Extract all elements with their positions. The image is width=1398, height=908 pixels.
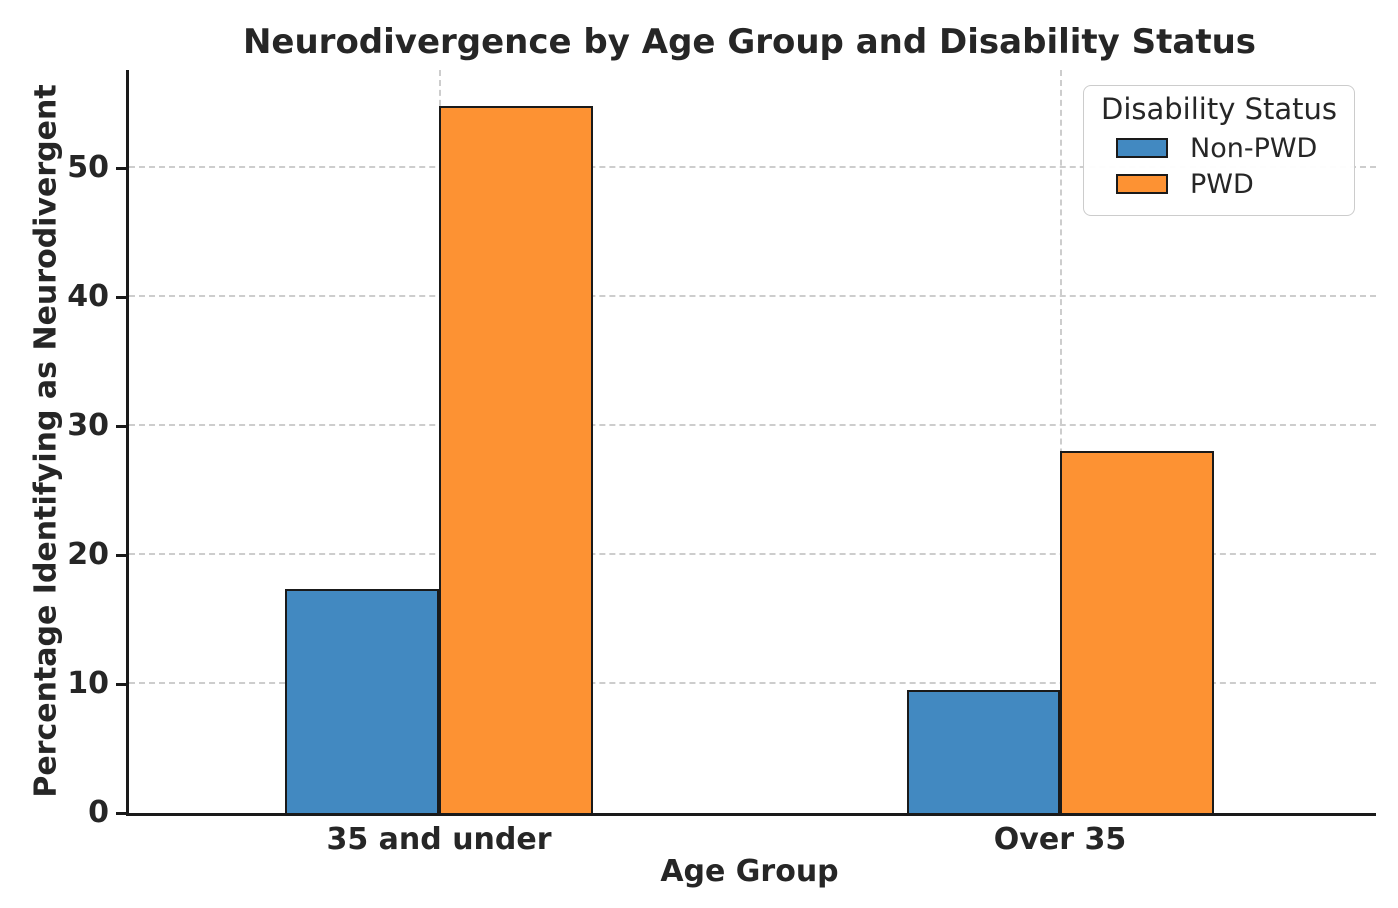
horizontal-gridline bbox=[129, 295, 1376, 298]
horizontal-gridline bbox=[129, 424, 1376, 427]
legend-item-non-pwd: Non-PWD bbox=[1116, 132, 1344, 164]
y-tick-mark bbox=[116, 682, 126, 686]
legend-swatch-pwd bbox=[1116, 174, 1168, 194]
legend-items: Non-PWD PWD bbox=[1094, 132, 1344, 200]
bar-non-pwd-2 bbox=[906, 690, 1060, 813]
y-tick-label: 10 bbox=[67, 666, 109, 702]
x-axis-label: Age Group bbox=[660, 854, 839, 889]
legend-title: Disability Status bbox=[1100, 92, 1337, 126]
y-tick-mark bbox=[116, 811, 126, 815]
bar-non-pwd-1 bbox=[285, 588, 439, 813]
y-tick-mark bbox=[116, 295, 126, 299]
legend-label: Non-PWD bbox=[1190, 132, 1318, 164]
x-tick-label: 35 and under bbox=[326, 822, 552, 857]
horizontal-gridline bbox=[129, 553, 1376, 556]
y-tick-mark bbox=[116, 166, 126, 170]
y-tick-mark bbox=[116, 424, 126, 428]
y-tick-mark bbox=[116, 553, 126, 557]
legend: Disability Status Non-PWD PWD bbox=[1083, 85, 1355, 216]
horizontal-gridline bbox=[129, 166, 1376, 169]
legend-swatch-non-pwd bbox=[1116, 138, 1168, 158]
bar-pwd-1 bbox=[439, 106, 593, 813]
y-tick-label: 0 bbox=[88, 795, 109, 830]
y-tick-label: 20 bbox=[67, 537, 109, 573]
horizontal-gridline bbox=[129, 682, 1376, 685]
y-tick-label: 50 bbox=[67, 150, 109, 186]
plot-area: 0 10 20 30 40 50 35 and under Over 35 bbox=[67, 70, 1376, 857]
y-tick-label: 40 bbox=[67, 279, 109, 315]
bar-pwd-2 bbox=[1060, 450, 1214, 813]
legend-label: PWD bbox=[1190, 168, 1254, 200]
vertical-gridline bbox=[1060, 70, 1062, 813]
y-tick-label: 30 bbox=[67, 408, 109, 444]
legend-item-pwd: PWD bbox=[1116, 168, 1344, 200]
chart-title: Neurodivergence by Age Group and Disabil… bbox=[242, 22, 1257, 62]
x-tick-label: Over 35 bbox=[993, 822, 1127, 857]
